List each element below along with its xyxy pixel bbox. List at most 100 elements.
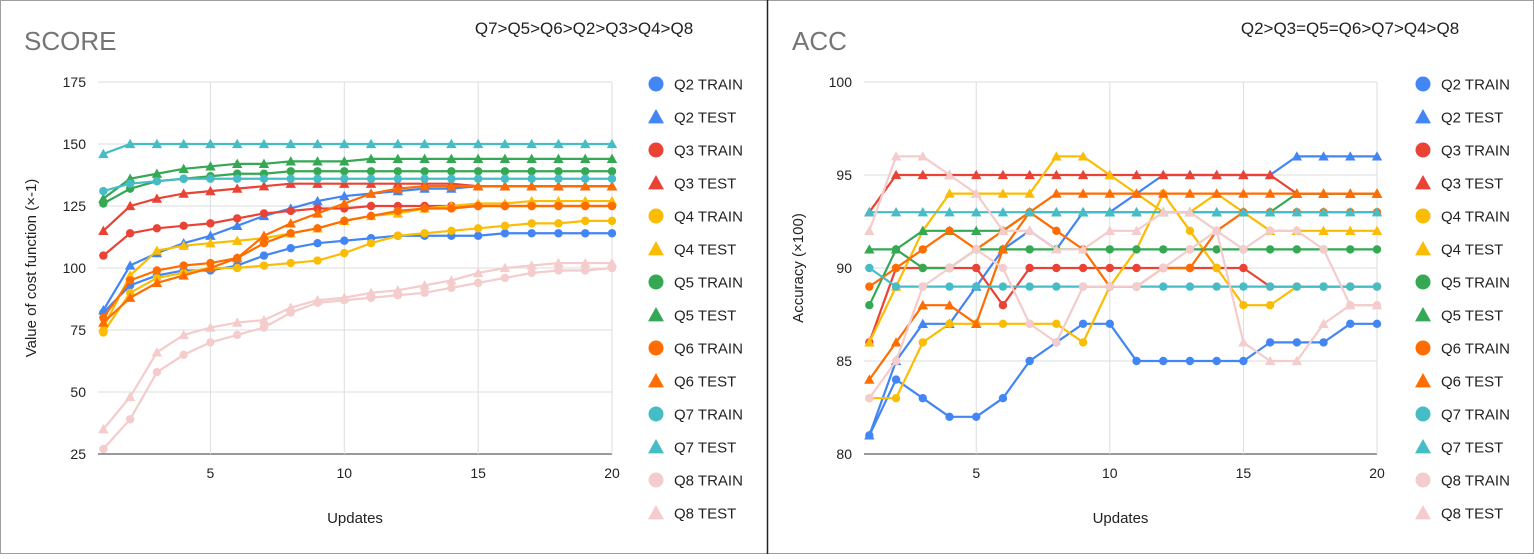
data-point bbox=[259, 239, 269, 248]
data-point bbox=[527, 268, 536, 278]
data-point bbox=[472, 153, 484, 164]
data-point bbox=[259, 323, 269, 332]
legend-item: Q7 TRAIN bbox=[1415, 406, 1510, 424]
legend-label: Q2 TEST bbox=[674, 110, 736, 127]
data-point bbox=[1025, 263, 1034, 273]
data-point bbox=[500, 201, 510, 211]
legend-item: Q3 TRAIN bbox=[1415, 142, 1510, 160]
data-point bbox=[205, 322, 216, 332]
legend-label: Q8 TEST bbox=[1441, 506, 1503, 523]
data-point bbox=[500, 167, 510, 176]
legend-label: Q2 TEST bbox=[1441, 110, 1503, 127]
data-point bbox=[366, 167, 376, 176]
data-point bbox=[232, 183, 243, 193]
data-point bbox=[178, 240, 189, 250]
data-point bbox=[526, 180, 537, 191]
data-point bbox=[891, 375, 901, 384]
x-tick-label: 10 bbox=[337, 465, 353, 481]
data-point bbox=[1077, 207, 1089, 217]
legend-label: Q2 TRAIN bbox=[1441, 77, 1510, 94]
x-tick-label: 5 bbox=[207, 465, 215, 481]
data-point bbox=[419, 280, 430, 290]
data-point bbox=[1265, 245, 1275, 254]
series-q5-test bbox=[98, 153, 618, 203]
data-point bbox=[918, 338, 927, 347]
data-point bbox=[1132, 282, 1141, 291]
data-point bbox=[446, 180, 457, 191]
data-point bbox=[971, 318, 982, 328]
data-point bbox=[581, 174, 590, 183]
data-point bbox=[1211, 188, 1222, 198]
data-point bbox=[1077, 244, 1089, 254]
data-point bbox=[98, 304, 109, 315]
data-point bbox=[393, 206, 403, 216]
data-point bbox=[1159, 245, 1168, 254]
legend-circle-icon bbox=[1415, 274, 1431, 290]
data-point bbox=[1025, 282, 1034, 291]
data-point bbox=[339, 190, 350, 201]
data-point bbox=[1371, 300, 1383, 310]
legend-label: Q3 TRAIN bbox=[1441, 143, 1510, 160]
data-point bbox=[917, 225, 928, 235]
data-point bbox=[1319, 338, 1328, 347]
data-point bbox=[998, 319, 1008, 328]
data-point bbox=[1078, 263, 1088, 273]
data-point bbox=[285, 138, 296, 149]
data-point bbox=[366, 239, 376, 248]
data-point bbox=[997, 207, 1009, 217]
data-point bbox=[340, 167, 349, 176]
legend-item: Q3 TRAIN bbox=[648, 142, 743, 160]
data-point bbox=[473, 167, 483, 176]
data-point bbox=[472, 180, 484, 191]
series-q6-test bbox=[98, 180, 618, 327]
data-point bbox=[607, 201, 617, 211]
chart-1: ACC Q2>Q3=Q5=Q6>Q7>Q4>Q8 80 85 90 95 100 5 10 15 2… bbox=[790, 19, 1510, 527]
data-point bbox=[998, 263, 1008, 273]
legend-label: Q4 TEST bbox=[1441, 242, 1503, 259]
data-point bbox=[864, 337, 875, 347]
data-point bbox=[527, 201, 536, 211]
data-point bbox=[972, 282, 981, 291]
legend-circle-icon bbox=[1415, 472, 1431, 488]
data-point bbox=[607, 216, 617, 226]
data-point bbox=[232, 317, 243, 327]
data-point bbox=[891, 394, 901, 403]
data-point bbox=[526, 138, 537, 149]
data-point bbox=[1024, 207, 1035, 217]
data-point bbox=[366, 174, 376, 183]
series-line bbox=[102, 204, 612, 319]
data-point bbox=[1212, 245, 1221, 254]
data-point bbox=[205, 161, 216, 171]
data-point bbox=[1104, 188, 1116, 198]
data-point bbox=[392, 153, 404, 164]
data-point bbox=[392, 183, 404, 193]
data-point bbox=[232, 158, 243, 168]
data-point bbox=[1051, 207, 1062, 217]
data-point bbox=[1291, 355, 1303, 366]
legend-item: Q8 TEST bbox=[1415, 505, 1503, 523]
data-point bbox=[527, 229, 536, 238]
data-point bbox=[125, 229, 135, 238]
data-point bbox=[286, 206, 295, 216]
data-point bbox=[1159, 356, 1168, 366]
data-point bbox=[554, 229, 563, 238]
legend-item: Q6 TRAIN bbox=[1415, 340, 1510, 358]
data-point bbox=[286, 174, 295, 183]
data-point bbox=[581, 201, 590, 211]
data-point bbox=[1131, 207, 1142, 217]
data-point bbox=[125, 179, 135, 188]
data-point bbox=[1051, 244, 1062, 254]
data-point bbox=[1131, 225, 1142, 235]
data-point bbox=[340, 248, 349, 258]
data-point bbox=[606, 180, 618, 191]
data-point bbox=[918, 394, 927, 403]
data-point bbox=[1238, 207, 1249, 217]
data-point bbox=[1077, 188, 1089, 198]
legend-triangle-icon bbox=[1415, 109, 1431, 124]
data-point bbox=[340, 216, 349, 226]
data-point bbox=[233, 263, 242, 273]
data-point bbox=[1132, 263, 1141, 273]
x-tick-label: 5 bbox=[972, 465, 980, 481]
data-point bbox=[447, 174, 456, 183]
legend-label: Q6 TEST bbox=[674, 374, 736, 391]
